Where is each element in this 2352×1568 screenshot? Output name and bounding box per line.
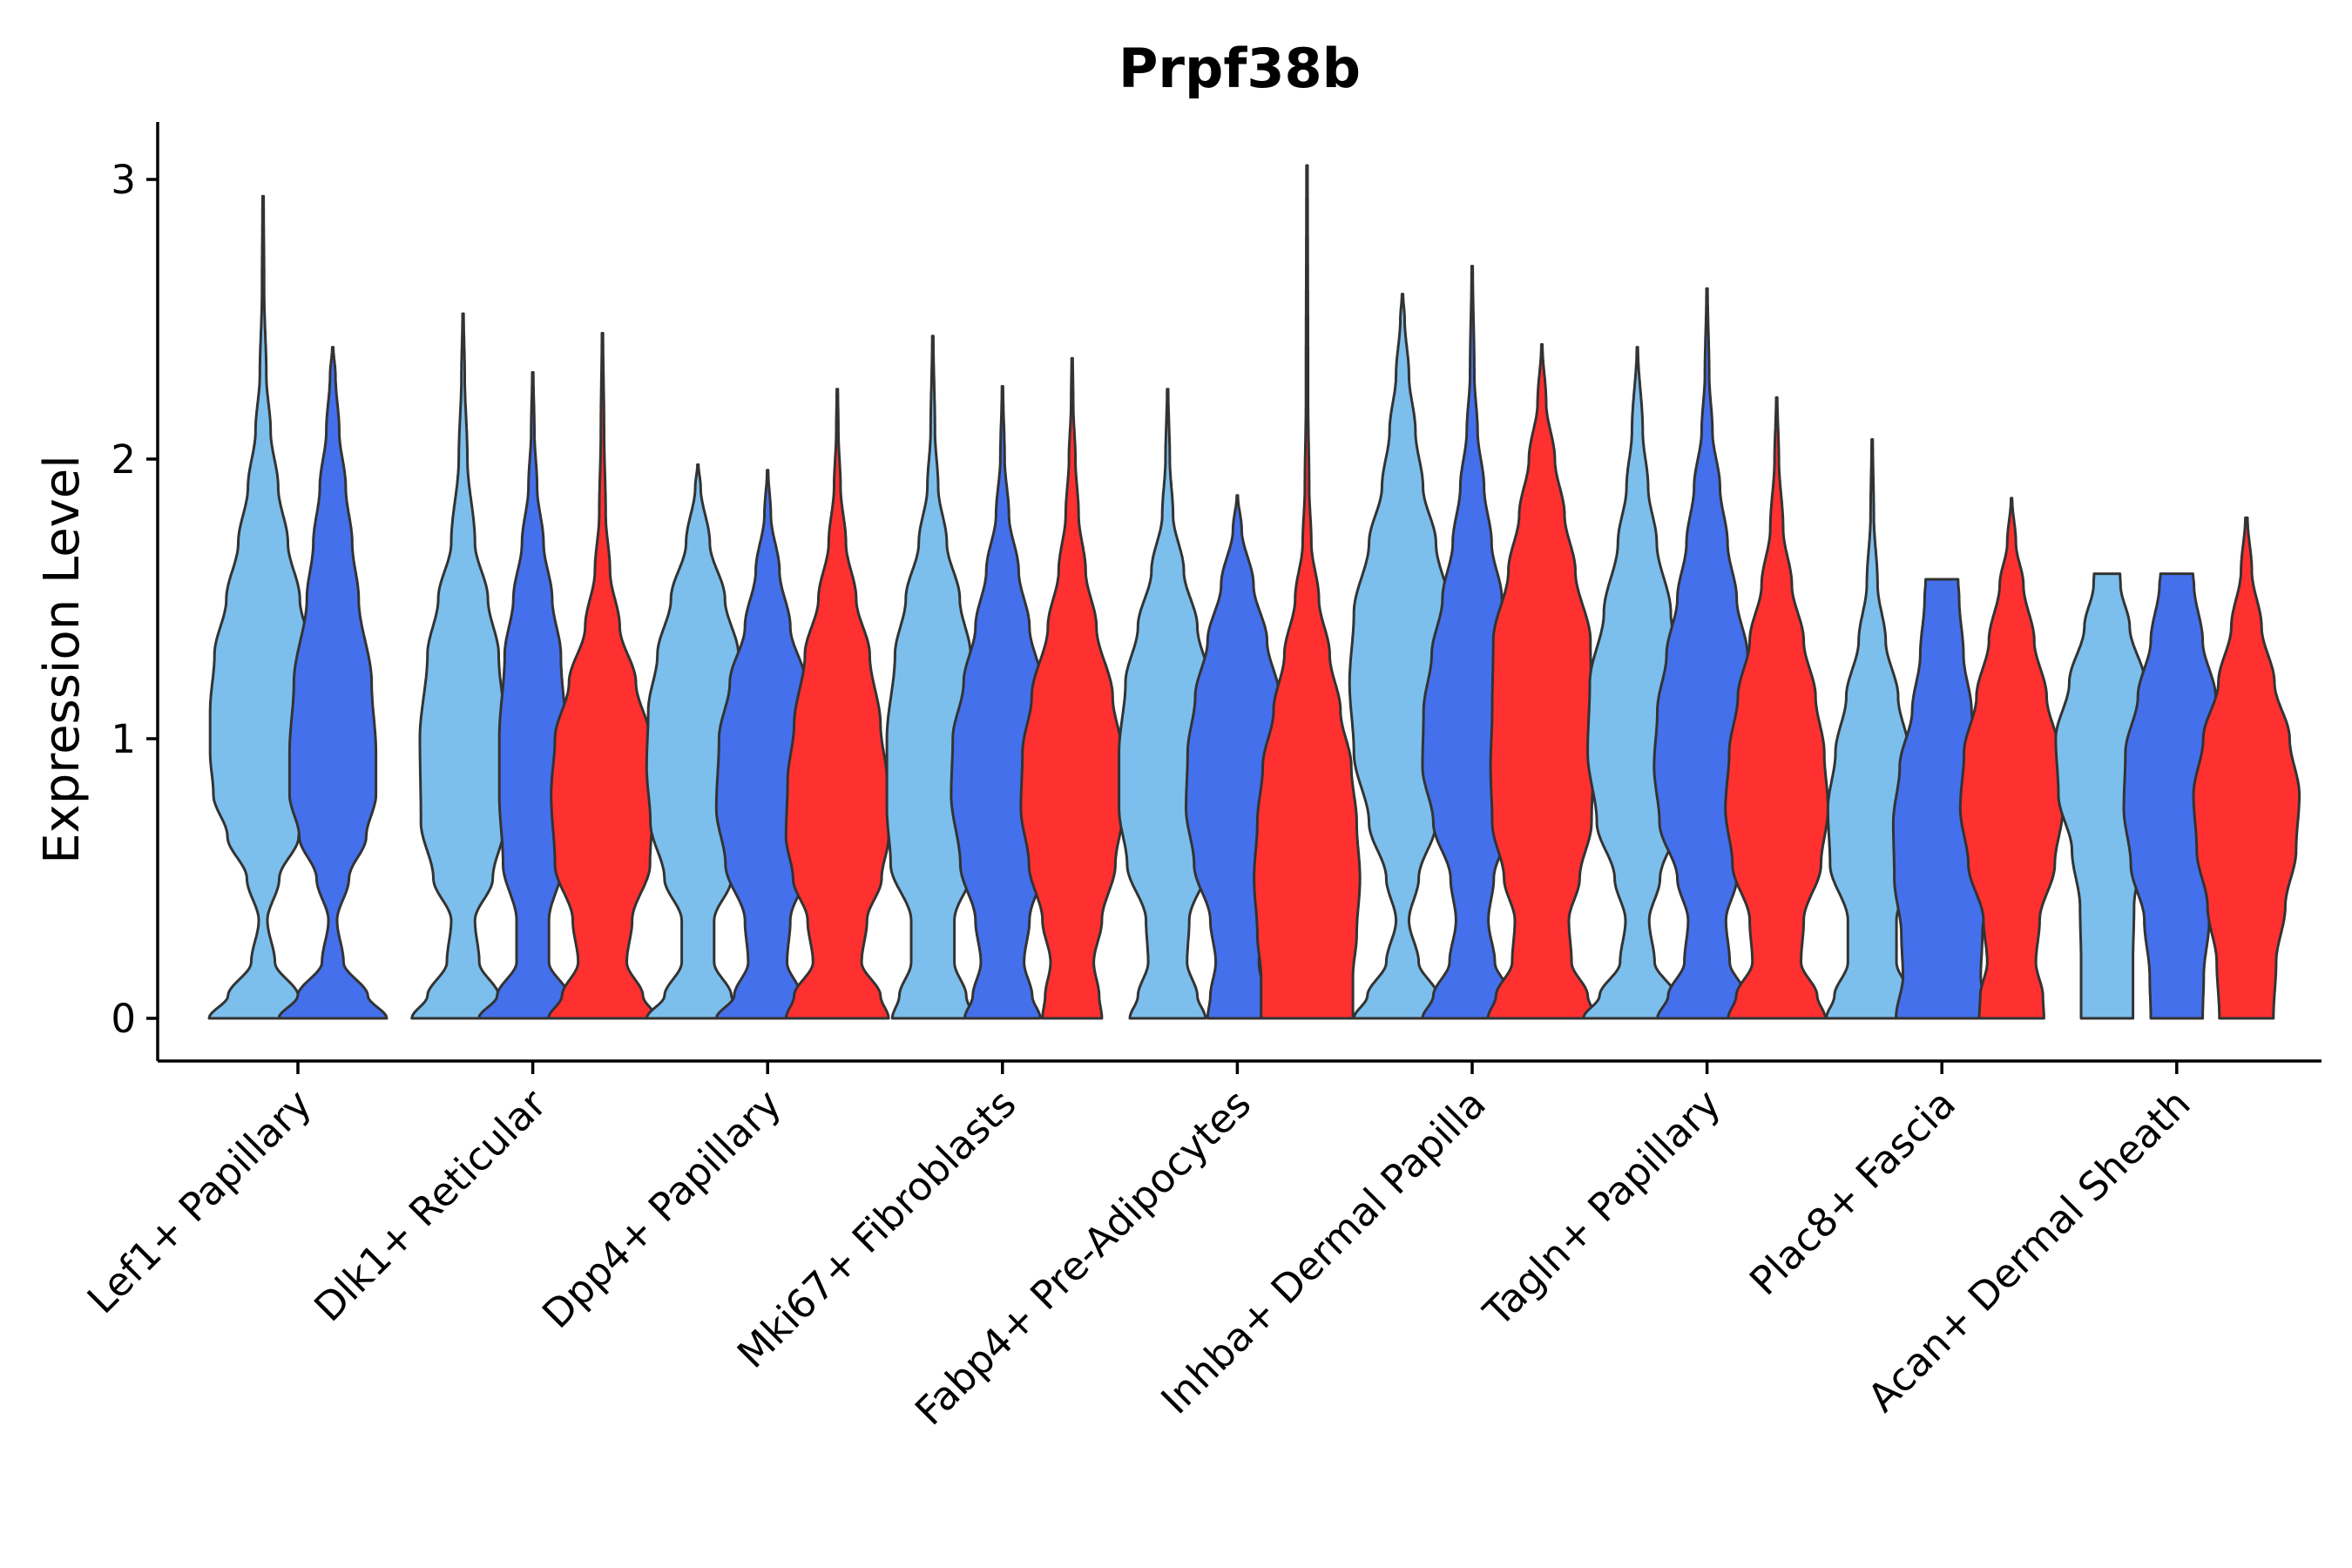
y-tick-label: 2	[111, 436, 136, 483]
violin-0-group-2	[277, 346, 389, 1020]
violin-1-group-3	[547, 332, 659, 1020]
x-tick-label: Plac8+ Fascia	[1740, 1080, 1964, 1304]
chart-title: Prpf38b	[1119, 37, 1361, 100]
x-tick-label: Dlk1+ Reticular	[305, 1080, 555, 1330]
violin-6-group-2	[1652, 287, 1761, 1020]
violin-8-group-3	[2192, 516, 2301, 1020]
violin-3-group-3	[1019, 356, 1125, 1020]
y-tick-label: 0	[111, 996, 136, 1042]
violin-5-group-3	[1486, 342, 1598, 1020]
y-axis-label: Expression Level	[34, 455, 91, 864]
violin-2-group-3	[784, 388, 890, 1020]
x-tick-label: Dpp4+ Papillary	[533, 1080, 790, 1337]
y-tick-label: 3	[111, 157, 136, 203]
plot-area	[207, 164, 2301, 1020]
x-tick-label: Lef1+ Papillary	[78, 1080, 321, 1322]
violin-7-group-3	[1958, 497, 2065, 1020]
violin-0-group-1	[207, 194, 319, 1020]
violin-4-group-3	[1253, 164, 1362, 1020]
violin-1-group-1	[410, 312, 516, 1020]
violin-6-group-3	[1724, 395, 1829, 1020]
x-tick-label: Tagln+ Papillary	[1474, 1080, 1729, 1335]
y-tick-label: 1	[111, 716, 136, 762]
